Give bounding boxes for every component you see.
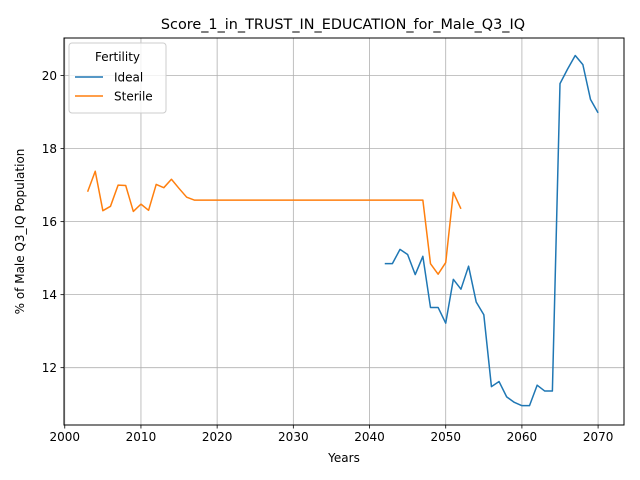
plot-frame — [63, 37, 625, 426]
x-tick-label: 2000 — [49, 430, 80, 444]
x-tick-label: 2040 — [354, 430, 385, 444]
series-line-ideal — [384, 54, 599, 407]
y-axis-ticks: 12 14 16 18 20 — [42, 69, 64, 375]
legend: Fertility Ideal Sterile — [68, 42, 167, 114]
x-tick-label: 2020 — [202, 430, 233, 444]
legend-label-sterile: Sterile — [114, 90, 153, 104]
series-line-sterile — [86, 170, 462, 275]
y-axis-label: % of Male Q3_IQ Population — [13, 149, 27, 315]
x-axis-ticks: 2000 2010 2020 2030 2040 2050 2060 2070 — [49, 425, 613, 444]
x-tick-label: 2030 — [278, 430, 309, 444]
x-tick-label: 2060 — [507, 430, 538, 444]
x-tick-label: 2050 — [430, 430, 461, 444]
x-tick-label: 2070 — [583, 430, 614, 444]
y-tick-label: 14 — [42, 288, 57, 302]
legend-title: Fertility — [95, 50, 140, 64]
chart-title: Score_1_in_TRUST_IN_EDUCATION_for_Male_Q… — [161, 17, 525, 33]
grid-lines — [64, 38, 624, 425]
x-tick-label: 2010 — [126, 430, 157, 444]
y-tick-label: 20 — [42, 69, 57, 83]
y-tick-label: 18 — [42, 142, 57, 156]
series-lines — [86, 54, 599, 407]
y-tick-label: 12 — [42, 361, 57, 375]
y-tick-label: 16 — [42, 215, 57, 229]
legend-label-ideal: Ideal — [114, 71, 143, 85]
x-axis-label: Years — [327, 451, 360, 465]
